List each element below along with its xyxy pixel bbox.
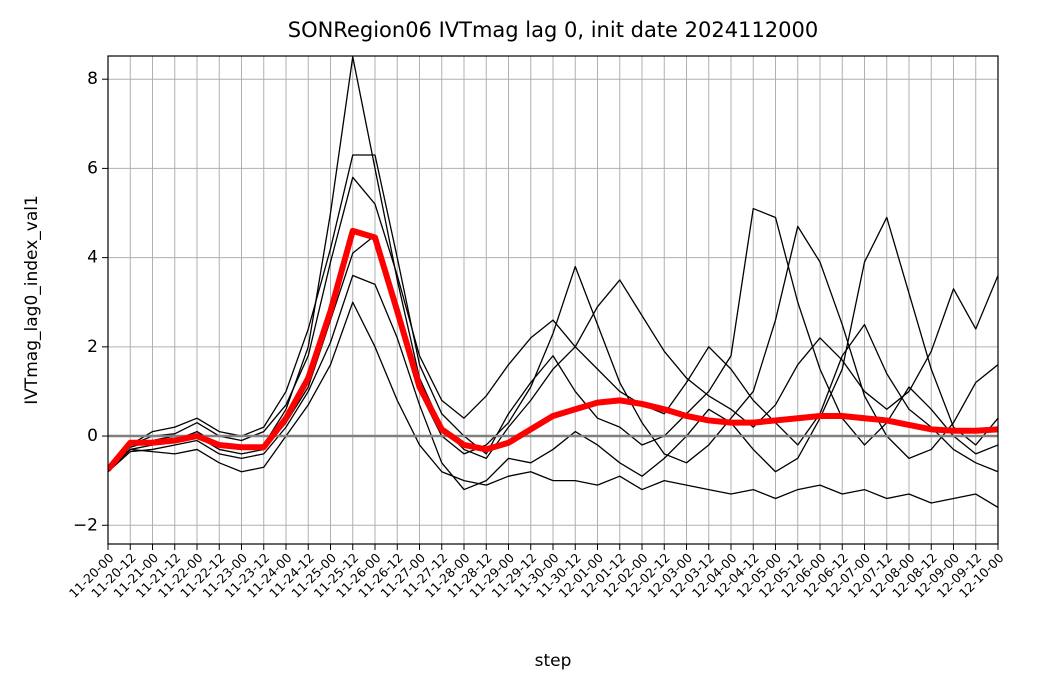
series-line [108, 154, 998, 470]
plot-frame [107, 55, 999, 545]
y-tick-label: 4 [87, 248, 98, 268]
x-axis-label: step [535, 651, 572, 671]
series-line [108, 301, 998, 508]
y-tick-label: 8 [87, 69, 98, 89]
series-line [108, 216, 998, 491]
series-line [108, 176, 998, 469]
chart-title: SONRegion06 IVTmag lag 0, init date 2024… [288, 18, 819, 42]
plot-lines [108, 56, 998, 508]
y-tick-label: −2 [73, 515, 98, 535]
y-tick-label: 0 [87, 426, 98, 446]
y-axis-label: IVTmag_lag0_index_val1 [22, 195, 42, 405]
y-tick-label: 6 [87, 158, 98, 178]
grid [107, 56, 999, 544]
series-line [108, 227, 998, 472]
y-tick-label: 2 [87, 337, 98, 357]
series-line [108, 225, 998, 468]
